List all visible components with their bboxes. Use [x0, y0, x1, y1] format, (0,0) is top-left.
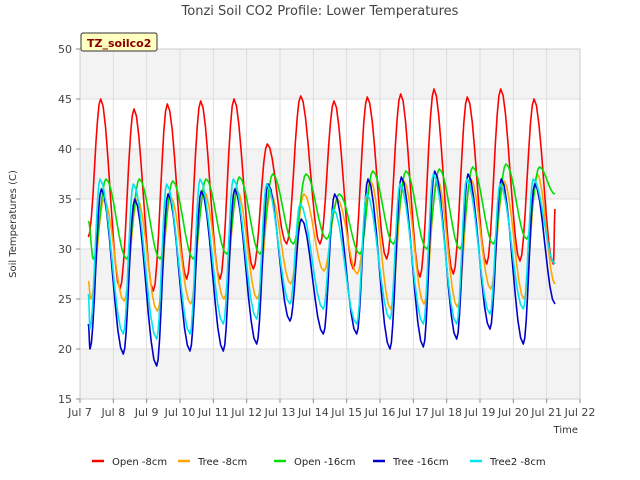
- plot-band: [80, 149, 580, 199]
- series-line-2: [87, 173, 556, 312]
- series-line-3: [87, 163, 556, 260]
- legend-label-1: Open -8cm: [112, 457, 167, 468]
- plot-band: [80, 299, 580, 349]
- x-tick-label: Jul 21: [530, 406, 562, 419]
- y-tick-label: 35: [58, 193, 72, 206]
- x-tick-label: Jul 20: [497, 406, 529, 419]
- site-badge-box: [80, 32, 158, 52]
- x-tick-label: Jul 16: [364, 406, 396, 419]
- x-ticks: Jul 7 Jul 8 Jul 9 Jul 10 Jul 11 Jul 12 Jul 13 J…: [67, 399, 595, 419]
- plot-band: [80, 349, 580, 399]
- y-tick-label: 45: [58, 93, 72, 106]
- x-tick-label: Jul 19: [464, 406, 496, 419]
- x-tick-label: Jul 9: [134, 406, 159, 419]
- x-tick-label: Jul 22: [564, 406, 596, 419]
- y-tick-label: 20: [58, 343, 72, 356]
- site-badge-label: TZ_soilco2: [87, 37, 151, 50]
- legend-label-5: Tree2 -8cm: [489, 457, 546, 468]
- series-layer: [87, 88, 556, 367]
- x-axis-label: Time: [553, 425, 578, 436]
- x-tick-label: Jul 12: [230, 406, 262, 419]
- legend-label-2: Tree -8cm: [197, 457, 247, 468]
- x-tick-label: Jul 17: [397, 406, 429, 419]
- y-tick-label: 25: [58, 293, 72, 306]
- legend-label-3: Open -16cm: [294, 457, 355, 468]
- series-line-4: [87, 170, 556, 367]
- y-axis-label: Soil Temperatures (C): [8, 170, 19, 278]
- x-tick-label: Jul 14: [297, 406, 329, 419]
- series-line-5: [87, 173, 556, 340]
- series-line-1: [87, 88, 556, 292]
- y-tick-label: 40: [58, 143, 72, 156]
- plot-frame: [79, 48, 581, 400]
- y-tick-label: 30: [58, 243, 72, 256]
- x-tick-label: Jul 15: [330, 406, 362, 419]
- x-tick-label: Jul 7: [67, 406, 92, 419]
- plot-band: [80, 49, 580, 99]
- x-tick-label: Jul 11: [197, 406, 229, 419]
- x-tick-label: Jul 8: [100, 406, 125, 419]
- y-tick-label: 50: [58, 43, 72, 56]
- site-badge: TZ_soilco2: [80, 32, 158, 52]
- y-ticks: 15 20 25 30 35 40 45 50: [58, 43, 80, 406]
- legend-label-4: Tree -16cm: [392, 457, 449, 468]
- x-tick-label: Jul 18: [430, 406, 462, 419]
- y-tick-label: 15: [58, 393, 72, 406]
- x-tick-label: Jul 10: [164, 406, 196, 419]
- chart-title: Tonzi Soil CO2 Profile: Lower Temperatur…: [181, 4, 459, 19]
- legend: Open -8cm Tree -8cm Open -16cm Tree -16cm Tr…: [92, 457, 546, 468]
- x-tick-label: Jul 13: [264, 406, 296, 419]
